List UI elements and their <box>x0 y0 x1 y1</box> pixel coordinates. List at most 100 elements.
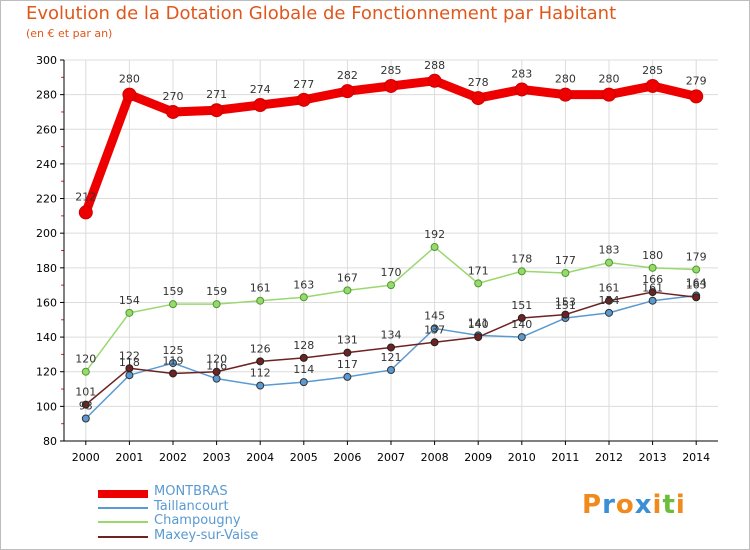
legend-line-taillancourt <box>98 507 148 509</box>
logo-letter: o <box>615 490 635 520</box>
data-label: 153 <box>555 296 576 309</box>
y-tick-label: 200 <box>36 227 57 240</box>
data-point <box>692 265 701 274</box>
data-point <box>299 353 308 362</box>
x-tick-label: 2003 <box>203 451 231 464</box>
y-tick-label: 180 <box>36 262 57 275</box>
y-tick-label: 80 <box>43 435 57 448</box>
data-label: 180 <box>642 249 663 262</box>
data-label: 117 <box>337 358 358 371</box>
data-label: 128 <box>293 339 314 352</box>
data-label: 161 <box>250 282 271 295</box>
data-point <box>648 263 657 272</box>
data-label: 131 <box>337 334 358 347</box>
data-label: 192 <box>424 228 445 241</box>
y-tick-label: 260 <box>36 123 57 136</box>
data-point <box>427 73 442 88</box>
proxiti-logo: Proxiti <box>582 490 686 520</box>
data-label: 270 <box>163 90 184 103</box>
data-label: 161 <box>599 282 620 295</box>
data-point <box>212 300 221 309</box>
data-label: 114 <box>293 363 314 376</box>
x-tick-label: 2008 <box>421 451 449 464</box>
data-label: 120 <box>206 353 227 366</box>
legend-line-maxey-sur-vaise <box>98 536 148 538</box>
x-tick-label: 2010 <box>508 451 536 464</box>
data-label: 151 <box>511 299 532 312</box>
data-point <box>81 414 90 423</box>
data-point <box>212 367 221 376</box>
data-point <box>602 87 616 102</box>
data-label: 137 <box>424 323 445 336</box>
data-point <box>212 374 221 383</box>
x-tick-label: 2007 <box>377 451 405 464</box>
data-label: 120 <box>75 353 96 366</box>
data-point <box>343 372 352 381</box>
data-point <box>166 104 180 119</box>
data-label: 119 <box>163 354 184 367</box>
data-label: 167 <box>337 271 358 284</box>
data-label: 140 <box>511 318 532 331</box>
data-label: 163 <box>293 278 314 291</box>
data-point <box>125 308 134 317</box>
legend-line-champougny <box>98 521 148 523</box>
x-tick-label: 2014 <box>682 451 710 464</box>
data-point <box>169 359 177 368</box>
data-label: 178 <box>511 252 532 265</box>
data-point <box>387 281 395 290</box>
data-label: 171 <box>468 264 489 277</box>
y-tick-label: 100 <box>36 400 57 413</box>
data-point <box>78 205 93 220</box>
data-point <box>384 78 398 93</box>
data-label: 159 <box>206 285 227 298</box>
x-tick-label: 2002 <box>159 451 187 464</box>
x-tick-label: 2001 <box>115 451 143 464</box>
data-label: 274 <box>250 83 271 96</box>
x-tick-label: 2004 <box>246 451 274 464</box>
legend-line-montbras <box>98 490 148 498</box>
data-label: 140 <box>468 318 489 331</box>
legend-label: Taillancourt <box>154 499 229 514</box>
y-tick-label: 140 <box>36 331 57 344</box>
y-tick-label: 120 <box>36 366 57 379</box>
logo-letter: i <box>652 490 663 520</box>
data-label: 164 <box>686 277 707 290</box>
data-point <box>517 314 526 323</box>
data-point <box>471 91 486 106</box>
data-point <box>299 293 308 302</box>
chart-title: Evolution de la Dotation Globale de Fonc… <box>26 3 617 24</box>
y-tick-label: 300 <box>36 54 57 67</box>
y-tick-label: 240 <box>36 158 57 171</box>
data-label: 170 <box>381 266 402 279</box>
data-label: 166 <box>642 273 663 286</box>
data-point <box>605 258 613 267</box>
data-label: 112 <box>250 367 271 380</box>
data-label: 179 <box>686 251 707 264</box>
logo-letter: r <box>602 490 616 520</box>
data-point <box>387 343 395 352</box>
data-label: 280 <box>555 73 576 86</box>
data-point <box>474 333 483 342</box>
data-point <box>343 286 352 295</box>
data-label: 278 <box>468 76 489 89</box>
logo-letter: t <box>662 490 676 520</box>
data-point <box>692 293 701 302</box>
data-label: 280 <box>599 73 620 86</box>
data-label: 118 <box>119 356 140 369</box>
data-label: 279 <box>686 74 707 87</box>
data-label: 285 <box>642 64 663 77</box>
data-label: 134 <box>381 328 402 341</box>
data-point <box>125 364 134 373</box>
data-label: 280 <box>119 73 140 86</box>
legend-label: Maxey-sur-Vaise <box>154 528 259 543</box>
data-point <box>430 243 439 252</box>
data-label: 159 <box>163 285 184 298</box>
x-tick-label: 2000 <box>72 451 100 464</box>
data-point <box>605 296 613 305</box>
data-label: 212 <box>75 190 96 203</box>
x-tick-label: 2006 <box>333 451 361 464</box>
x-tick-label: 2009 <box>464 451 492 464</box>
data-point <box>81 400 90 409</box>
data-label: 154 <box>119 294 140 307</box>
data-point <box>517 267 526 276</box>
